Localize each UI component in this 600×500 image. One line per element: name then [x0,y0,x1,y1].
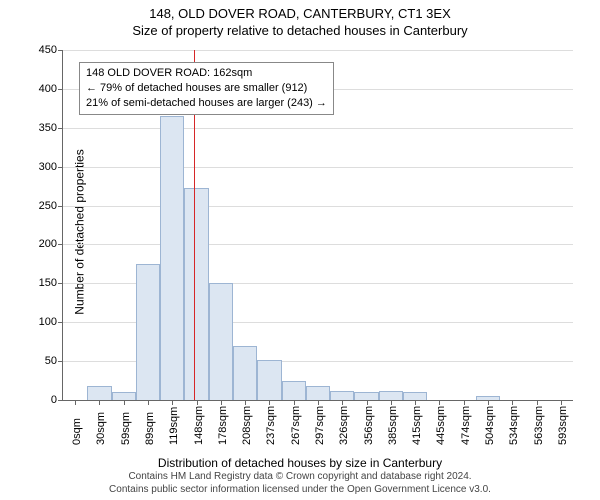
histogram-bar [403,392,427,400]
xtick-mark [197,400,198,405]
chart-footer: Contains HM Land Registry data © Crown c… [0,471,600,496]
xtick-label: 593sqm [557,406,569,445]
ytick-mark [58,283,63,284]
xtick-label: 267sqm [290,406,302,445]
ytick-mark [58,50,63,51]
histogram-bar [136,264,160,400]
xtick-label: 356sqm [363,406,375,445]
histogram-bar [306,386,330,400]
xtick-mark [367,400,368,405]
xtick-mark [294,400,295,405]
gridline-h [63,128,573,129]
xtick-mark [172,400,173,405]
xtick-mark [561,400,562,405]
ytick-label: 450 [27,44,57,56]
xtick-label: 237sqm [265,406,277,445]
ytick-mark [58,244,63,245]
histogram-bar [112,392,136,400]
ytick-label: 0 [27,394,57,406]
xtick-label: 534sqm [508,406,520,445]
histogram-bar [282,381,306,400]
histogram-bar [354,392,378,400]
histogram-bar [160,116,184,400]
ytick-label: 300 [27,161,57,173]
ytick-mark [58,89,63,90]
xtick-label: 208sqm [241,406,253,445]
gridline-h [63,50,573,51]
ytick-label: 350 [27,122,57,134]
xtick-mark [245,400,246,405]
xtick-label: 148sqm [193,406,205,445]
histogram-bar [330,391,354,400]
xtick-label: 178sqm [217,406,229,445]
chart-subtitle: Size of property relative to detached ho… [0,21,600,38]
xtick-label: 563sqm [533,406,545,445]
xtick-label: 326sqm [338,406,350,445]
xtick-mark [439,400,440,405]
xtick-mark [75,400,76,405]
histogram-plot-area: 0501001502002503003504004500sqm30sqm59sq… [62,50,573,401]
xtick-mark [99,400,100,405]
xtick-mark [124,400,125,405]
gridline-h [63,206,573,207]
ytick-label: 400 [27,83,57,95]
chart-title-address: 148, OLD DOVER ROAD, CANTERBURY, CT1 3EX [0,0,600,21]
ytick-label: 150 [27,277,57,289]
annotation-line1: 148 OLD DOVER ROAD: 162sqm [86,66,327,81]
histogram-bar [257,360,281,400]
xtick-mark [512,400,513,405]
histogram-bar [87,386,111,400]
xtick-mark [148,400,149,405]
gridline-h [63,167,573,168]
ytick-label: 100 [27,316,57,328]
ytick-label: 250 [27,200,57,212]
footer-line2: Contains public sector information licen… [109,484,491,495]
histogram-bar [379,391,403,400]
xtick-label: 474sqm [460,406,472,445]
xtick-mark [221,400,222,405]
annotation-line2: ← 79% of detached houses are smaller (91… [86,81,327,96]
ytick-mark [58,400,63,401]
xtick-mark [342,400,343,405]
annotation-box: 148 OLD DOVER ROAD: 162sqm← 79% of detac… [79,62,334,115]
xtick-label: 0sqm [71,418,83,445]
ytick-mark [58,322,63,323]
xtick-mark [464,400,465,405]
xtick-label: 415sqm [411,406,423,445]
annotation-line3: 21% of semi-detached houses are larger (… [86,96,327,111]
histogram-bar [184,188,208,400]
ytick-mark [58,361,63,362]
xtick-label: 297sqm [314,406,326,445]
xtick-mark [269,400,270,405]
gridline-h [63,244,573,245]
x-axis-label: Distribution of detached houses by size … [0,456,600,470]
xtick-mark [318,400,319,405]
xtick-label: 445sqm [435,406,447,445]
histogram-bar [209,283,233,400]
xtick-label: 59sqm [120,412,132,445]
footer-line1: Contains HM Land Registry data © Crown c… [128,471,471,482]
xtick-label: 119sqm [168,407,180,445]
ytick-mark [58,167,63,168]
xtick-label: 385sqm [387,406,399,445]
histogram-bar [233,346,257,400]
ytick-label: 200 [27,238,57,250]
xtick-mark [391,400,392,405]
xtick-label: 89sqm [144,412,156,445]
ytick-mark [58,206,63,207]
xtick-label: 504sqm [484,406,496,445]
xtick-mark [415,400,416,405]
xtick-label: 30sqm [95,412,107,445]
xtick-mark [488,400,489,405]
ytick-mark [58,128,63,129]
xtick-mark [537,400,538,405]
ytick-label: 50 [27,355,57,367]
